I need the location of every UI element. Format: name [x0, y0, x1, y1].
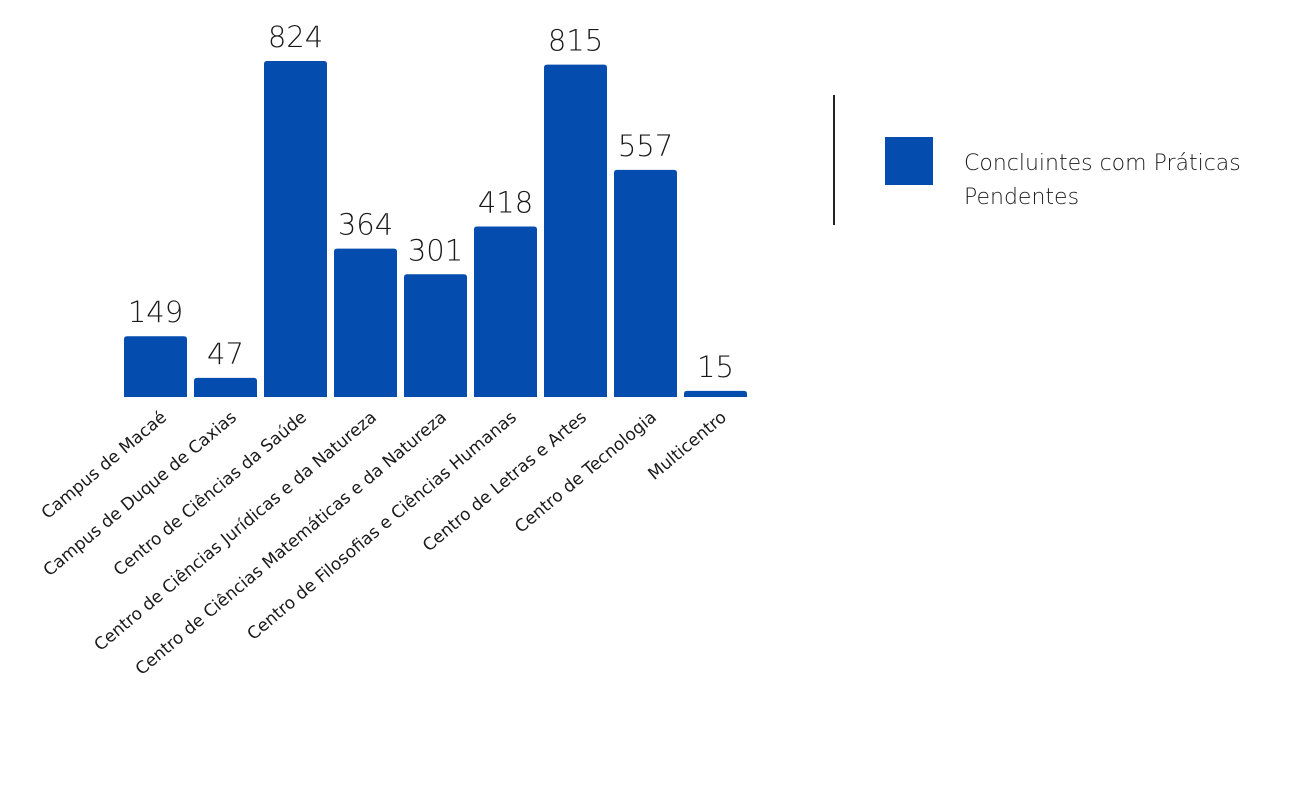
bar-value-label: 364: [338, 208, 393, 242]
category-tick-label: Campus de Macaé: [38, 408, 171, 524]
bar: [334, 248, 397, 397]
legend-swatch: [885, 137, 933, 185]
bar-value-label: 301: [408, 233, 463, 267]
category-tick-label: Centro de Tecnologia: [511, 408, 661, 538]
bar-value-label: 149: [128, 295, 183, 329]
bar: [124, 336, 187, 397]
bar: [544, 64, 607, 397]
bar: [614, 169, 677, 397]
bar: [474, 226, 537, 397]
legend-series-label: Concluintes com Práticas Pendentes: [964, 151, 1241, 210]
bars-group: [124, 61, 747, 397]
bar-value-label: 418: [478, 186, 533, 220]
bar: [404, 274, 467, 397]
bar-value-label: 824: [268, 20, 323, 54]
bar-value-label: 15: [697, 350, 734, 384]
bar: [194, 377, 257, 397]
legend-divider: [833, 95, 835, 225]
bar-value-label: 557: [618, 129, 673, 163]
bar: [264, 61, 327, 397]
value-labels-group: 149 47 824 364 301 418 815 557 15: [128, 20, 734, 384]
bar-value-label: 47: [207, 337, 244, 371]
legend: Concluintes com Práticas Pendentes: [833, 95, 1303, 225]
bar: [684, 390, 747, 397]
bar-value-label: 815: [548, 24, 603, 58]
